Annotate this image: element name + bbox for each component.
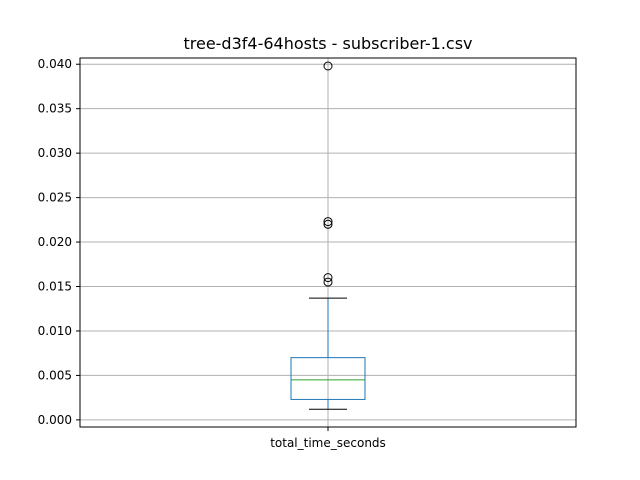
plot-frame	[79, 57, 577, 428]
outlier-point	[323, 273, 333, 283]
y-tick-label: 0.040	[38, 57, 72, 71]
chart-title: tree-d3f4-64hosts - subscriber-1.csv	[183, 34, 472, 53]
box-group	[290, 61, 366, 410]
outlier-point	[323, 219, 333, 229]
y-tick-label: 0.015	[38, 280, 72, 294]
y-tick-label: 0.000	[38, 413, 72, 427]
x-tick-label: total_time_seconds	[270, 436, 386, 450]
outlier-point	[323, 61, 333, 71]
y-tick-label: 0.030	[38, 146, 72, 160]
grid-lines	[80, 58, 576, 427]
axes: 0.000 0.005 0.010 0.015 0.020 0.025 0.030 0.035…	[38, 57, 386, 450]
y-tick-label: 0.025	[38, 191, 72, 205]
outlier-point	[323, 217, 333, 227]
y-tick-label: 0.020	[38, 235, 72, 249]
iqr-box	[290, 357, 366, 400]
box-plot-series	[290, 61, 366, 410]
y-tick-label: 0.035	[38, 102, 72, 116]
y-tick-label: 0.005	[38, 368, 72, 382]
outlier-point	[323, 277, 333, 287]
y-tick-label: 0.010	[38, 324, 72, 338]
